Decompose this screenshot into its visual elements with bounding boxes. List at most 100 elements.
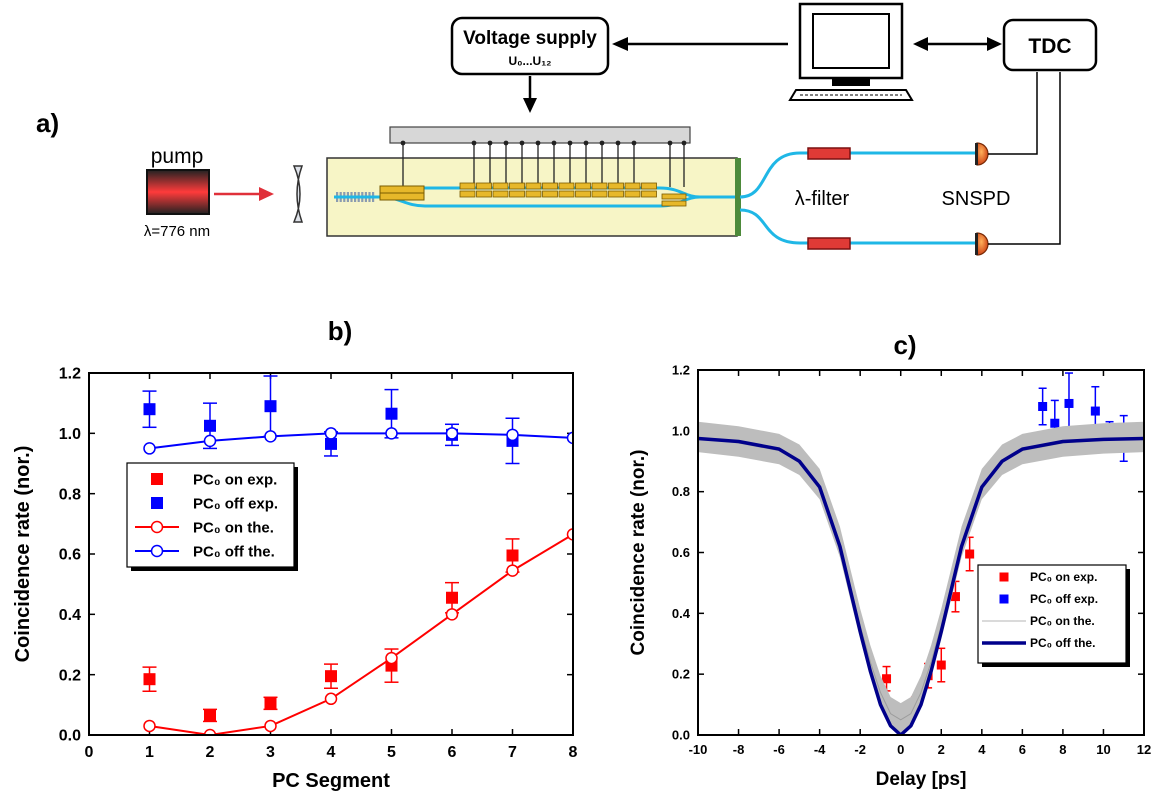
detector-cable <box>988 72 1061 245</box>
legend-label: PC₀ on exp. <box>1030 570 1097 584</box>
y-axis-label: Coincidence rate (nor.) <box>628 450 649 656</box>
computer-icon <box>788 2 914 101</box>
wavelength-label: λ=776 nm <box>144 223 210 240</box>
probe-contact <box>599 140 605 146</box>
x-tick-label: 1 <box>145 744 154 761</box>
data-point <box>325 670 337 683</box>
chip-facet <box>735 158 741 236</box>
data-point <box>1038 402 1048 411</box>
data-point <box>936 660 946 670</box>
series-line <box>149 432 573 450</box>
x-tick-label: 6 <box>1019 742 1026 757</box>
data-point <box>143 442 156 455</box>
probe-wires <box>400 140 687 187</box>
series-line <box>149 533 573 735</box>
data-point <box>566 528 573 541</box>
electrode-pad <box>591 182 608 190</box>
panel-b-label: b) <box>328 316 353 346</box>
y-tick-label: 0.2 <box>59 667 81 684</box>
data-point <box>882 674 892 684</box>
x-tick-label: 5 <box>387 744 396 761</box>
uncertainty-band <box>698 421 1144 734</box>
legend-label: PC₀ on the. <box>193 519 274 536</box>
data-point <box>445 427 459 440</box>
electrode-pad <box>379 185 425 194</box>
probe-contact <box>503 140 509 146</box>
probe-contact <box>551 140 557 146</box>
legend-marker <box>150 520 164 534</box>
tdc-box <box>1002 18 1098 72</box>
data-point <box>143 403 156 416</box>
legend-marker <box>999 572 1009 582</box>
x-tick-label: -4 <box>814 742 826 757</box>
probe-contact <box>615 140 621 146</box>
data-point <box>506 564 519 577</box>
electrode-pad <box>624 182 641 190</box>
data-point <box>204 419 216 432</box>
panel-c-label: c) <box>893 330 916 360</box>
series-line <box>698 436 1144 735</box>
filter-icon <box>807 237 851 250</box>
electrode-pad <box>476 190 492 198</box>
fiber-upper <box>739 151 975 199</box>
arrowhead-right-icon <box>987 37 1002 51</box>
data-point <box>566 431 573 445</box>
data-point <box>506 428 519 442</box>
data-point <box>965 549 975 559</box>
detector-base <box>975 233 978 255</box>
x-tick-label: 0 <box>85 744 94 761</box>
data-point <box>203 728 217 735</box>
plot-frame <box>88 372 574 736</box>
x-tick-label: 6 <box>448 744 457 761</box>
y-tick-label: 1.2 <box>672 363 690 378</box>
arrowhead-left-icon <box>612 37 628 51</box>
legend-marker <box>151 497 163 509</box>
legend-label: PC₀ off exp. <box>1030 592 1098 606</box>
lens-icon <box>292 165 304 223</box>
plot-frame <box>697 369 1145 736</box>
plot-area <box>142 375 573 735</box>
electrode-pad <box>542 182 558 190</box>
series-3 <box>698 436 1144 735</box>
electrode-pads <box>379 182 687 207</box>
legend-marker <box>150 544 164 558</box>
y-tick-label: 0.4 <box>59 607 81 624</box>
fiber-lower <box>739 208 975 245</box>
legend-label: PC₀ on the. <box>1030 614 1095 628</box>
electrode-pad <box>492 190 509 198</box>
data-point <box>324 427 338 440</box>
data-point <box>506 549 519 562</box>
detector-label: SNSPD <box>942 188 1011 210</box>
x-tick-label: 12 <box>1137 742 1151 757</box>
y-tick-label: 0.0 <box>672 728 690 743</box>
electrode-pad <box>661 193 687 200</box>
arrowhead-down-icon <box>523 98 537 113</box>
data-point <box>1090 406 1100 416</box>
x-tick-label: -2 <box>854 742 866 757</box>
probe-contact <box>519 140 525 146</box>
x-axis-label: Delay [ps] <box>876 769 967 790</box>
y-axis-label: Coincidence rate (nor.) <box>12 446 34 663</box>
electrode-pad <box>558 182 575 190</box>
electrode-pad <box>591 190 608 198</box>
probe-contact <box>667 140 673 146</box>
electrode-pad <box>575 182 591 190</box>
probe-contact <box>487 140 493 146</box>
electrode-pad <box>509 182 525 190</box>
electrode-pad <box>608 182 624 190</box>
data-point <box>385 427 398 440</box>
electrode-pad <box>624 190 641 198</box>
data-point <box>1064 398 1074 408</box>
legend-label: PC₀ on exp. <box>193 471 277 488</box>
voltage-supply-label: Voltage supply <box>463 28 597 49</box>
probe-contact <box>631 140 637 146</box>
x-tick-label: 7 <box>508 744 517 761</box>
series-0 <box>882 536 975 723</box>
probe-contact <box>583 140 589 146</box>
series-3 <box>143 427 573 455</box>
electrode-pad <box>509 190 525 198</box>
filter-label: λ-filter <box>795 188 850 210</box>
data-point <box>445 608 459 621</box>
series-1 <box>142 375 520 465</box>
data-point <box>950 592 960 602</box>
